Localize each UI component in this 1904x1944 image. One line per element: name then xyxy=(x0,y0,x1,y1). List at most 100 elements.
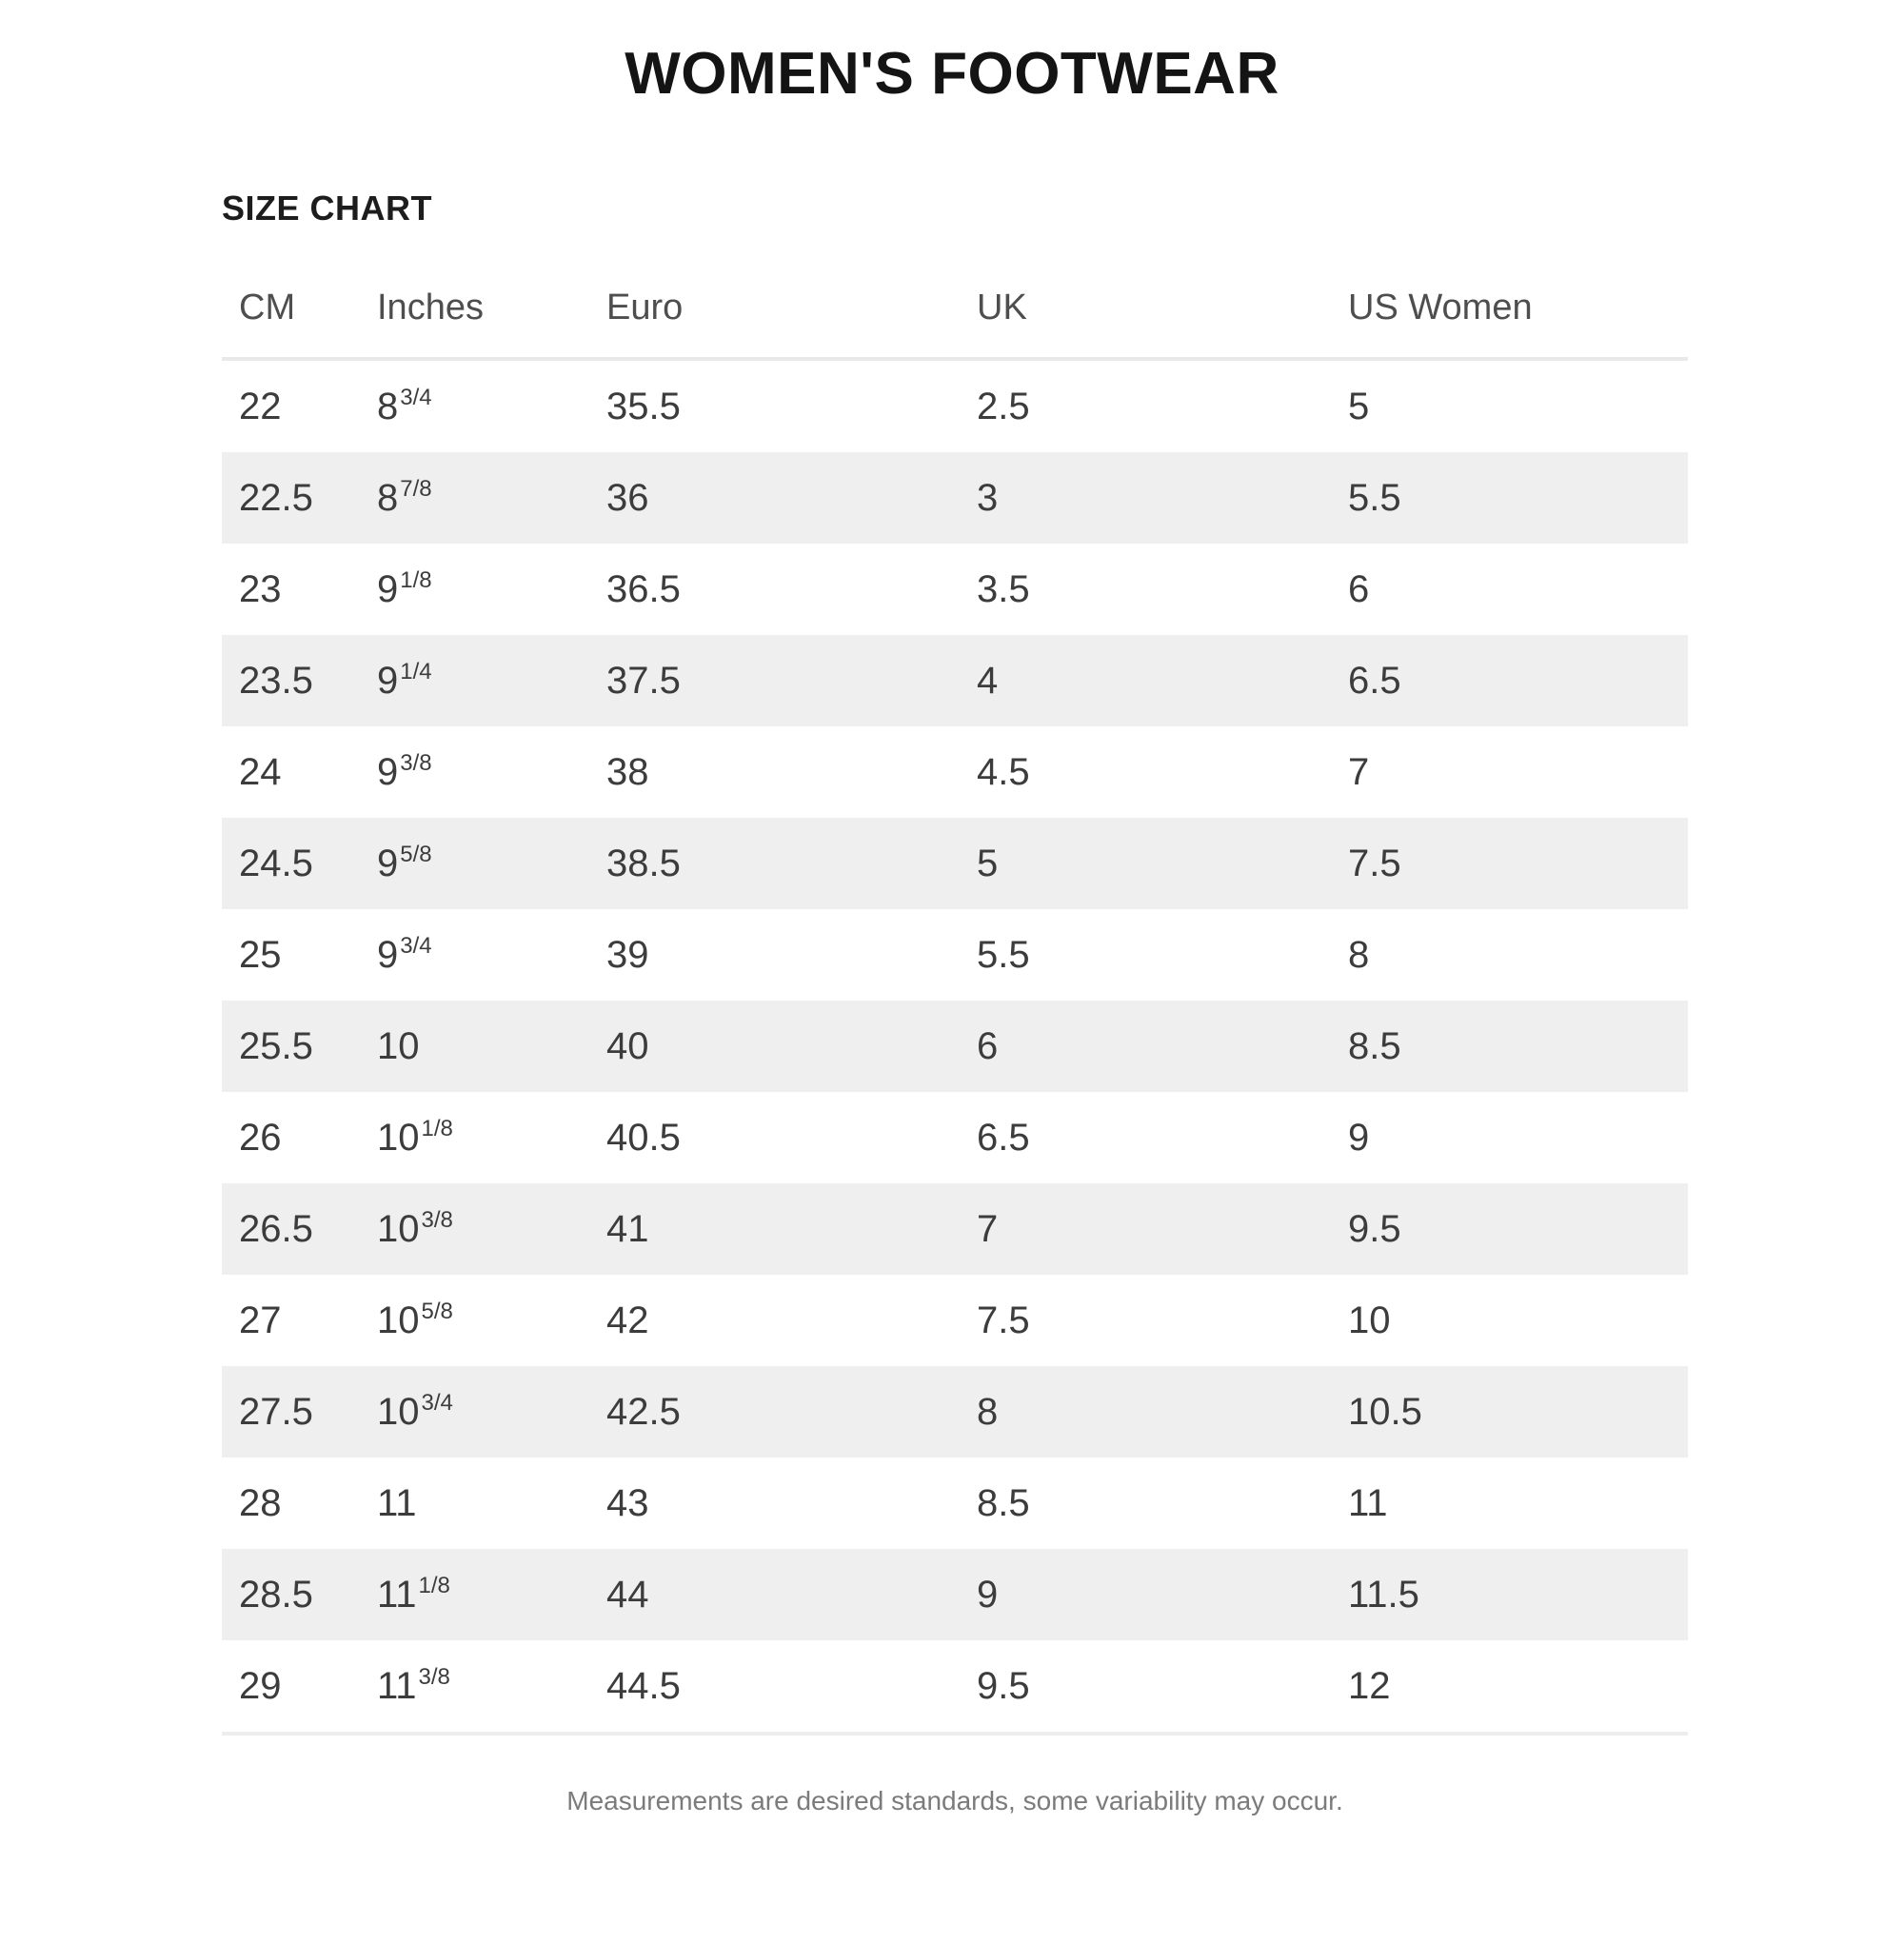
uk-cell: 6 xyxy=(977,1024,999,1067)
cm-cell: 25.5 xyxy=(239,1024,313,1067)
inches-fraction: 1/8 xyxy=(421,1116,453,1141)
table-row: 23 91/8 36.5 3.5 6 xyxy=(222,544,1688,635)
euro-cell: 41 xyxy=(606,1207,649,1250)
table-row: 25 93/4 39 5.5 8 xyxy=(222,909,1688,1001)
cm-cell: 28.5 xyxy=(239,1573,313,1616)
col-header-inches: Inches xyxy=(360,228,589,361)
inches-cell: 91/8 xyxy=(377,567,432,610)
table-row: 29 113/8 44.5 9.5 12 xyxy=(222,1640,1688,1734)
euro-cell: 44 xyxy=(606,1573,649,1616)
inches-fraction: 7/8 xyxy=(400,476,432,502)
euro-cell: 37.5 xyxy=(606,659,681,702)
inches-cell: 11 xyxy=(377,1481,417,1524)
uk-cell: 7 xyxy=(977,1207,999,1250)
us-women-cell: 8 xyxy=(1348,933,1370,976)
uk-cell: 5.5 xyxy=(977,933,1030,976)
us-women-cell: 6 xyxy=(1348,567,1370,610)
inches-cell: 113/8 xyxy=(377,1664,450,1707)
inches-fraction: 1/4 xyxy=(400,659,432,684)
col-header-cm: CM xyxy=(222,228,360,361)
uk-cell: 3 xyxy=(977,476,999,519)
inches-cell: 93/4 xyxy=(377,933,432,976)
us-women-cell: 7 xyxy=(1348,750,1370,793)
euro-cell: 40 xyxy=(606,1024,649,1067)
table-row: 22.5 87/8 36 3 5.5 xyxy=(222,452,1688,544)
inches-fraction: 3/8 xyxy=(418,1664,450,1690)
size-chart-section: SIZE CHART CM Inches Euro UK US Women 22… xyxy=(222,188,1688,1817)
inches-cell: 101/8 xyxy=(377,1116,453,1159)
inches-fraction: 1/8 xyxy=(400,567,432,593)
euro-cell: 36 xyxy=(606,476,649,519)
cm-cell: 24.5 xyxy=(239,842,313,884)
cm-cell: 29 xyxy=(239,1664,282,1707)
euro-cell: 38 xyxy=(606,750,649,793)
inches-cell: 87/8 xyxy=(377,476,432,519)
uk-cell: 2.5 xyxy=(977,385,1030,427)
euro-cell: 36.5 xyxy=(606,567,681,610)
inches-cell: 93/8 xyxy=(377,750,432,793)
cm-cell: 23.5 xyxy=(239,659,313,702)
table-row: 25.5 10 40 6 8.5 xyxy=(222,1001,1688,1092)
uk-cell: 4.5 xyxy=(977,750,1030,793)
col-header-euro: Euro xyxy=(589,228,960,361)
page-title: WOMEN'S FOOTWEAR xyxy=(625,41,1279,107)
euro-cell: 42.5 xyxy=(606,1390,681,1433)
inches-cell: 10 xyxy=(377,1024,420,1067)
cm-cell: 22 xyxy=(239,385,282,427)
euro-cell: 42 xyxy=(606,1299,649,1341)
inches-fraction: 1/8 xyxy=(418,1573,450,1598)
euro-cell: 44.5 xyxy=(606,1664,681,1707)
uk-cell: 8.5 xyxy=(977,1481,1030,1524)
cm-cell: 27.5 xyxy=(239,1390,313,1433)
us-women-cell: 6.5 xyxy=(1348,659,1401,702)
table-row: 28.5 111/8 44 9 11.5 xyxy=(222,1549,1688,1640)
uk-cell: 4 xyxy=(977,659,999,702)
cm-cell: 22.5 xyxy=(239,476,313,519)
col-header-us-women: US Women xyxy=(1331,228,1688,361)
inches-fraction: 5/8 xyxy=(421,1299,453,1324)
inches-fraction: 3/8 xyxy=(421,1207,453,1233)
footnote: Measurements are desired standards, some… xyxy=(566,1786,1343,1815)
inches-fraction: 3/4 xyxy=(421,1390,453,1416)
inches-fraction: 3/4 xyxy=(400,933,432,959)
table-row: 27 105/8 42 7.5 10 xyxy=(222,1275,1688,1366)
uk-cell: 3.5 xyxy=(977,567,1030,610)
table-row: 24.5 95/8 38.5 5 7.5 xyxy=(222,818,1688,909)
euro-cell: 39 xyxy=(606,933,649,976)
inches-cell: 83/4 xyxy=(377,385,432,427)
euro-cell: 43 xyxy=(606,1481,649,1524)
inches-cell: 103/8 xyxy=(377,1207,453,1250)
us-women-cell: 11 xyxy=(1348,1481,1388,1524)
uk-cell: 9.5 xyxy=(977,1664,1030,1707)
uk-cell: 5 xyxy=(977,842,999,884)
table-row: 28 11 43 8.5 11 xyxy=(222,1458,1688,1549)
us-women-cell: 10 xyxy=(1348,1299,1391,1341)
section-title: SIZE CHART xyxy=(222,188,432,228)
inches-cell: 91/4 xyxy=(377,659,432,702)
cm-cell: 23 xyxy=(239,567,282,610)
uk-cell: 6.5 xyxy=(977,1116,1030,1159)
col-header-uk: UK xyxy=(960,228,1331,361)
table-header-row: CM Inches Euro UK US Women xyxy=(222,228,1688,361)
us-women-cell: 8.5 xyxy=(1348,1024,1401,1067)
inches-fraction: 5/8 xyxy=(400,842,432,867)
table-row: 26 101/8 40.5 6.5 9 xyxy=(222,1092,1688,1183)
uk-cell: 7.5 xyxy=(977,1299,1030,1341)
us-women-cell: 5.5 xyxy=(1348,476,1401,519)
us-women-cell: 5 xyxy=(1348,385,1370,427)
cm-cell: 26.5 xyxy=(239,1207,313,1250)
cm-cell: 26 xyxy=(239,1116,282,1159)
cm-cell: 24 xyxy=(239,750,282,793)
uk-cell: 8 xyxy=(977,1390,999,1433)
cm-cell: 25 xyxy=(239,933,282,976)
us-women-cell: 11.5 xyxy=(1348,1573,1419,1616)
euro-cell: 40.5 xyxy=(606,1116,681,1159)
table-row: 22 83/4 35.5 2.5 5 xyxy=(222,359,1688,452)
inches-cell: 111/8 xyxy=(377,1573,450,1616)
uk-cell: 9 xyxy=(977,1573,999,1616)
inches-fraction: 3/8 xyxy=(400,750,432,776)
cm-cell: 27 xyxy=(239,1299,282,1341)
us-women-cell: 12 xyxy=(1348,1664,1391,1707)
inches-cell: 105/8 xyxy=(377,1299,453,1341)
cm-cell: 28 xyxy=(239,1481,282,1524)
